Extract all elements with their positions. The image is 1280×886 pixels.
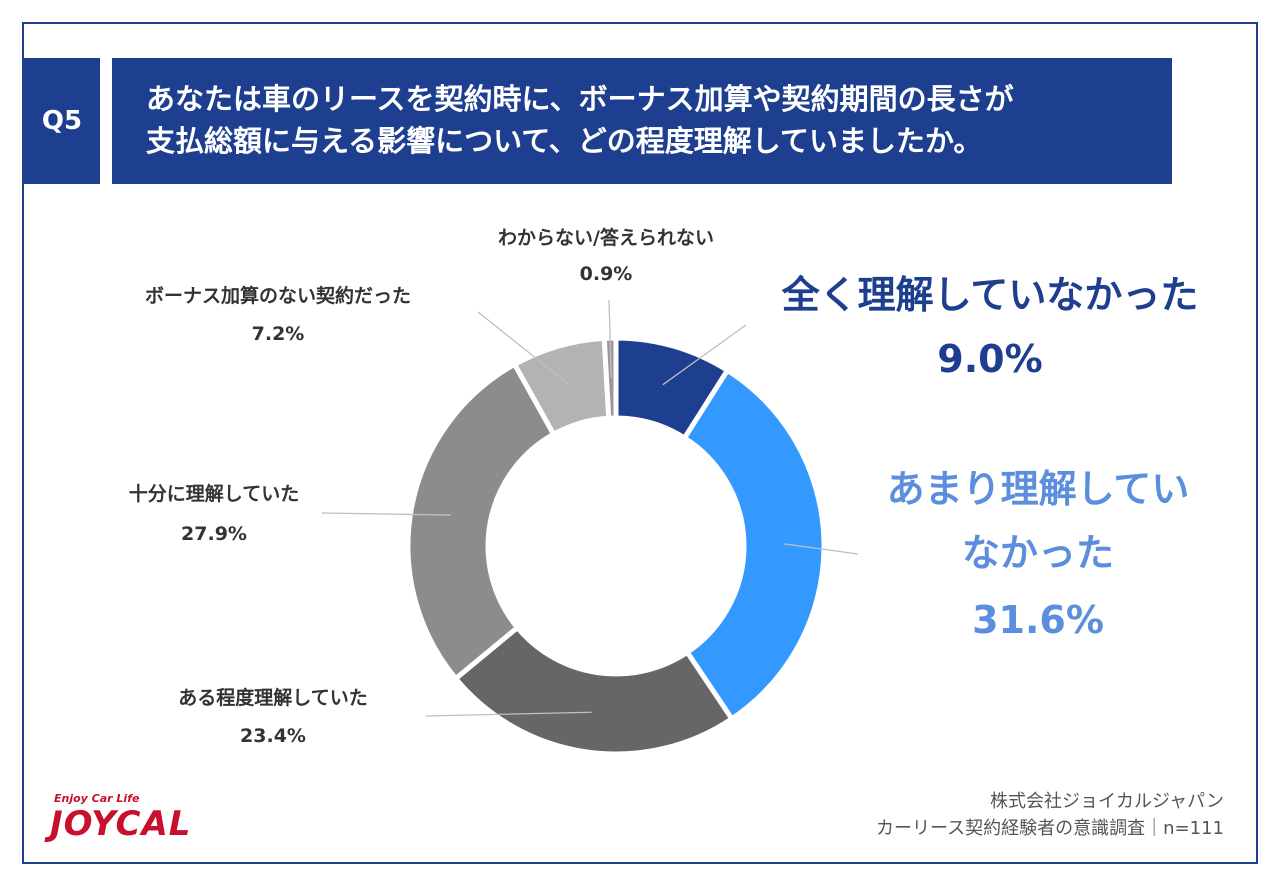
leader-line-4 <box>477 311 570 386</box>
value-slice-5: 0.9% <box>580 263 633 285</box>
label-slice-5: わからない/答えられない <box>498 226 714 249</box>
label-slice-0: 全く理解していなかった <box>781 273 1199 317</box>
donut-slices <box>405 335 827 757</box>
donut-slice-2 <box>452 624 736 757</box>
question-number: Q5 <box>24 58 100 184</box>
title-line-2: 支払総額に与える影響について、どの程度理解していましたか。 <box>146 124 983 158</box>
source-survey: カーリース契約経験者の意識調査｜n=111 <box>876 818 1224 839</box>
donut-slice-1 <box>681 366 827 723</box>
label-slice-4: ボーナス加算のない契約だった <box>145 284 411 307</box>
value-slice-4: 7.2% <box>252 323 305 345</box>
leader-lines <box>321 299 859 717</box>
label-slice-2: ある程度理解していた <box>178 686 367 709</box>
joycal-logo: Enjoy Car Life JOYCAL <box>46 790 216 854</box>
value-slice-0: 9.0% <box>937 337 1042 381</box>
value-slice-2: 23.4% <box>240 725 306 747</box>
value-slice-1: 31.6% <box>972 598 1104 642</box>
label-slice-1-line-1: あまり理解してい <box>887 467 1190 511</box>
donut-slice-5 <box>601 335 619 421</box>
label-slice-1-line-2: なかった <box>962 531 1114 575</box>
label-slice-3: 十分に理解していた <box>129 482 299 505</box>
logo-tagline: Enjoy Car Life <box>54 792 140 805</box>
question-title: あなたは車のリースを契約時に、ボーナス加算や契約期間の長さが 支払総額に与える影… <box>112 58 1172 184</box>
value-slice-3: 27.9% <box>181 523 247 545</box>
leader-line-0 <box>662 324 747 386</box>
leader-line-3 <box>321 512 451 516</box>
leader-line-1 <box>783 543 859 555</box>
title-line-1: あなたは車のリースを契約時に、ボーナス加算や契約期間の長さが <box>146 82 1014 116</box>
leader-line-2 <box>425 711 592 717</box>
leader-line-5 <box>608 299 612 379</box>
source-note: 株式会社ジョイカルジャパン カーリース契約経験者の意識調査｜n=111 <box>876 788 1224 842</box>
logo-wordmark: JOYCAL <box>50 804 192 844</box>
source-company: 株式会社ジョイカルジャパン <box>990 791 1224 812</box>
donut-slice-3 <box>405 360 558 683</box>
